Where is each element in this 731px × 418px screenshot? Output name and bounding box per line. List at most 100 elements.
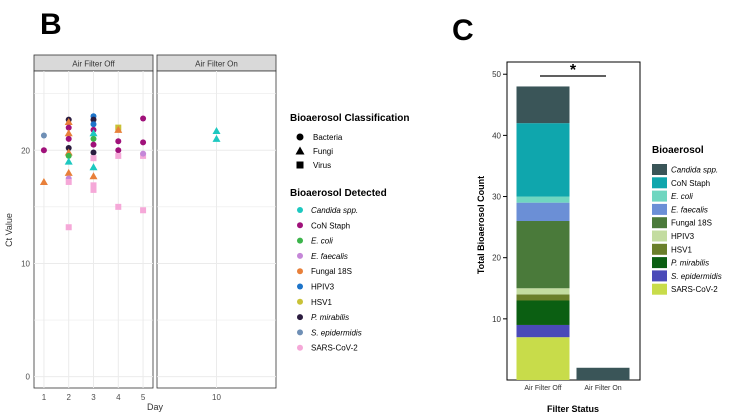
point-air-filter-off-4 [64, 117, 73, 125]
bar-segment-air-filter-off-hsv1 [516, 294, 570, 301]
bar-legend-e-faecalis-label: E. faecalis [671, 205, 708, 214]
point-air-filter-off-14 [65, 178, 72, 185]
classification-legend-virus-label: Virus [313, 161, 331, 170]
bar-legend-candida-spp-swatch [652, 164, 667, 175]
detected-legend-e-faecalis-label: E. faecalis [311, 252, 348, 261]
detected-legend-hsv1-label: HSV1 [311, 298, 332, 307]
panel-c-label: C [452, 14, 474, 47]
point-air-filter-off-31 [115, 138, 122, 145]
stacked-bars [516, 86, 630, 380]
bar-segment-air-filter-off-sars-cov-2 [516, 337, 570, 380]
bar-segment-air-filter-on-candida-spp [576, 367, 630, 380]
bar-segment-air-filter-off-hpiv3 [516, 288, 570, 295]
bar-segment-air-filter-off-e-coli [516, 196, 570, 203]
bar-y-tick-label-50: 50 [492, 70, 501, 79]
significance-marker: * [570, 62, 577, 79]
point-air-filter-off-30 [114, 125, 123, 133]
bar-segment-air-filter-off-candida-spp [516, 86, 570, 124]
bar-x-axis-label: Filter Status [547, 404, 599, 414]
point-air-filter-off-35 [140, 115, 147, 122]
detected-legend-hpiv3-label: HPIV3 [311, 283, 335, 292]
classification-legend-title: Bioaerosol Classification [290, 113, 409, 124]
point-air-filter-off-20 [89, 129, 98, 137]
detected-legend-sars-cov-2-marker [297, 344, 303, 351]
detected-legend-con-staph-marker [297, 222, 303, 229]
detected-legend-candida-spp-label: Candida spp. [311, 206, 358, 215]
detected-legend-fungal-18s-label: Fungal 18S [311, 267, 352, 276]
point-air-filter-off-2 [39, 177, 48, 185]
bar-legend-fungal-18s-swatch [652, 217, 667, 229]
bar-legend-hpiv3-swatch [652, 230, 667, 242]
point-air-filter-off-1 [40, 147, 47, 154]
point-air-filter-off-15 [65, 224, 72, 231]
point-air-filter-off-36 [140, 139, 147, 146]
classification-legend: Bacteria Fungi Virus [295, 133, 343, 170]
classification-legend-fungi-marker [295, 146, 305, 155]
scatter-points [39, 113, 221, 231]
bar-legend-hsv1-label: HSV1 [671, 245, 692, 254]
point-air-filter-off-39 [140, 207, 147, 214]
point-air-filter-off-25 [89, 163, 98, 171]
detected-legend-hpiv3-marker [297, 283, 303, 290]
bar-y-tick-label-20: 20 [492, 254, 501, 263]
point-air-filter-off-18 [90, 121, 97, 128]
classification-legend-virus-marker [296, 161, 304, 169]
bar-y-axis-label: Total Bioaerosol Count [476, 176, 486, 274]
bar-segment-air-filter-off-fungal-18s [516, 221, 570, 289]
bar-y-tick-label-10: 10 [492, 315, 501, 324]
detected-legend-e-coli-marker [297, 237, 303, 244]
detected-legend-sars-cov-2-label: SARS-CoV-2 [311, 344, 358, 353]
point-air-filter-off-22 [90, 141, 97, 148]
bar-x-ticks: Air Filter Off Air Filter On [524, 385, 621, 392]
point-air-filter-off-21 [90, 135, 97, 142]
classification-legend-bacteria-marker [296, 133, 304, 141]
detected-legend-con-staph-label: CoN Staph [311, 221, 350, 230]
bar-legend-hpiv3-label: HPIV3 [671, 232, 695, 241]
detected-legend-p-mirabilis-marker [297, 314, 303, 321]
bar-segment-air-filter-off-e-faecalis [516, 202, 570, 221]
point-air-filter-off-33 [115, 152, 122, 159]
bar-segment-air-filter-off-s-epidermidis [516, 324, 570, 338]
bar-legend-sars-cov-2-label: SARS-CoV-2 [671, 285, 718, 294]
bar-legend-p-mirabilis-swatch [652, 257, 667, 269]
detected-legend: Candida spp. CoN Staph E. coli E. faecalis F… [297, 206, 362, 353]
point-air-filter-off-26 [89, 172, 98, 180]
scatter-y-ticks: 0 10 20 [21, 146, 30, 381]
detected-legend-p-mirabilis-label: P. mirabilis [311, 313, 349, 322]
detected-legend-hsv1-marker [297, 298, 303, 305]
facet-label-off: Air Filter Off [72, 60, 115, 69]
bar-legend-e-coli-swatch [652, 190, 667, 202]
bar-legend-e-coli-label: E. coli [671, 192, 693, 201]
scatter-x-ticks: 1 2 3 4 5 10 [42, 393, 222, 402]
point-air-filter-off-8 [65, 144, 72, 151]
bar-legend-candida-spp-label: Candida spp. [671, 166, 718, 175]
bar-y-ticks: 10 20 30 40 50 [492, 70, 507, 324]
x-tick-label-0-4: 4 [116, 393, 121, 402]
panel-b-label: B [40, 8, 62, 41]
bar-y-tick-label-40: 40 [492, 131, 501, 140]
bar-legend-fungal-18s-label: Fungal 18S [671, 219, 712, 228]
x-tick-label-0-5: 5 [141, 393, 146, 402]
scatter-x-axis-label: Day [147, 402, 164, 412]
point-air-filter-off-32 [115, 147, 122, 154]
point-air-filter-off-5 [65, 124, 72, 131]
bar-legend-s-epidermidis-swatch [652, 270, 667, 282]
detected-legend-s-epidermidis-marker [297, 329, 303, 336]
classification-legend-bacteria-label: Bacteria [313, 133, 343, 142]
bar-legend-sars-cov-2-swatch [652, 283, 667, 295]
detected-legend-candida-spp-marker [297, 207, 303, 213]
bar-legend-con-staph-swatch [652, 177, 667, 189]
bar-y-tick-label-30: 30 [492, 193, 501, 202]
y-tick-label-0: 0 [26, 373, 31, 382]
detected-legend-e-faecalis-marker [297, 252, 303, 259]
point-air-filter-off-17 [90, 116, 97, 123]
point-air-filter-off-0 [40, 132, 47, 139]
detected-legend-fungal-18s-marker [297, 268, 303, 275]
bar-legend-hsv1-swatch [652, 243, 667, 255]
point-air-filter-off-23 [90, 149, 97, 156]
point-air-filter-off-6 [64, 129, 73, 137]
detected-legend-s-epidermidis-label: S. epidermidis [311, 328, 362, 337]
x-tick-label-0-1: 1 [42, 393, 47, 402]
bar-x-tick-label-air-filter-on: Air Filter On [584, 385, 621, 392]
